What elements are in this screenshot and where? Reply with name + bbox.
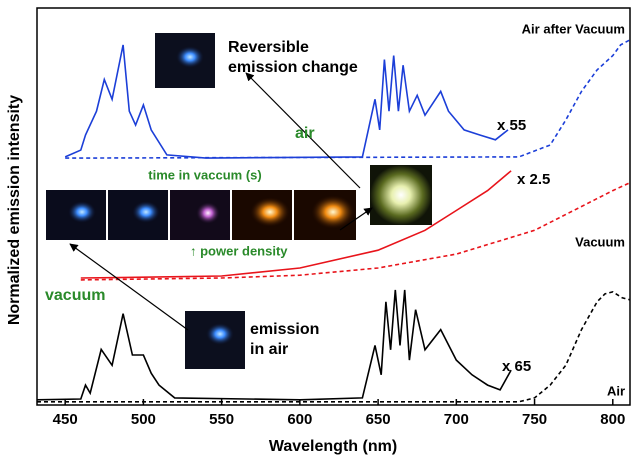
x-tick-label: 600 [287, 411, 312, 428]
annotation: Air [607, 383, 625, 398]
chart: Normalized emission intensity Wavelength… [0, 0, 632, 457]
annotation: Reversible [228, 39, 309, 56]
annotation: time in vaccum (s) [148, 167, 261, 182]
annotation: ↑ power density [190, 243, 288, 258]
x-tick-label: 750 [522, 411, 547, 428]
series-line [37, 292, 630, 402]
annotation: emission change [228, 59, 358, 76]
annotation: vacuum [45, 287, 105, 304]
x-tick-label: 550 [209, 411, 234, 428]
x-tick-label: 650 [366, 411, 391, 428]
x-tick-label: 800 [600, 411, 625, 428]
x-axis-label: Wavelength (nm) [269, 438, 397, 455]
annotation: emission [250, 321, 319, 338]
x-tick-label: 450 [53, 411, 78, 428]
annotation: Air after Vacuum [522, 21, 625, 36]
annotation: x 65 [502, 358, 531, 375]
annotation: x 2.5 [517, 171, 550, 188]
x-tick-label: 500 [131, 411, 156, 428]
annotation: Vacuum [575, 234, 625, 249]
y-axis-label: Normalized emission intensity [6, 95, 23, 325]
annotation: air [295, 125, 315, 142]
annotation: x 55 [497, 117, 526, 134]
x-tick-label: 700 [444, 411, 469, 428]
annotation: in air [250, 341, 288, 358]
series-line [65, 40, 630, 158]
